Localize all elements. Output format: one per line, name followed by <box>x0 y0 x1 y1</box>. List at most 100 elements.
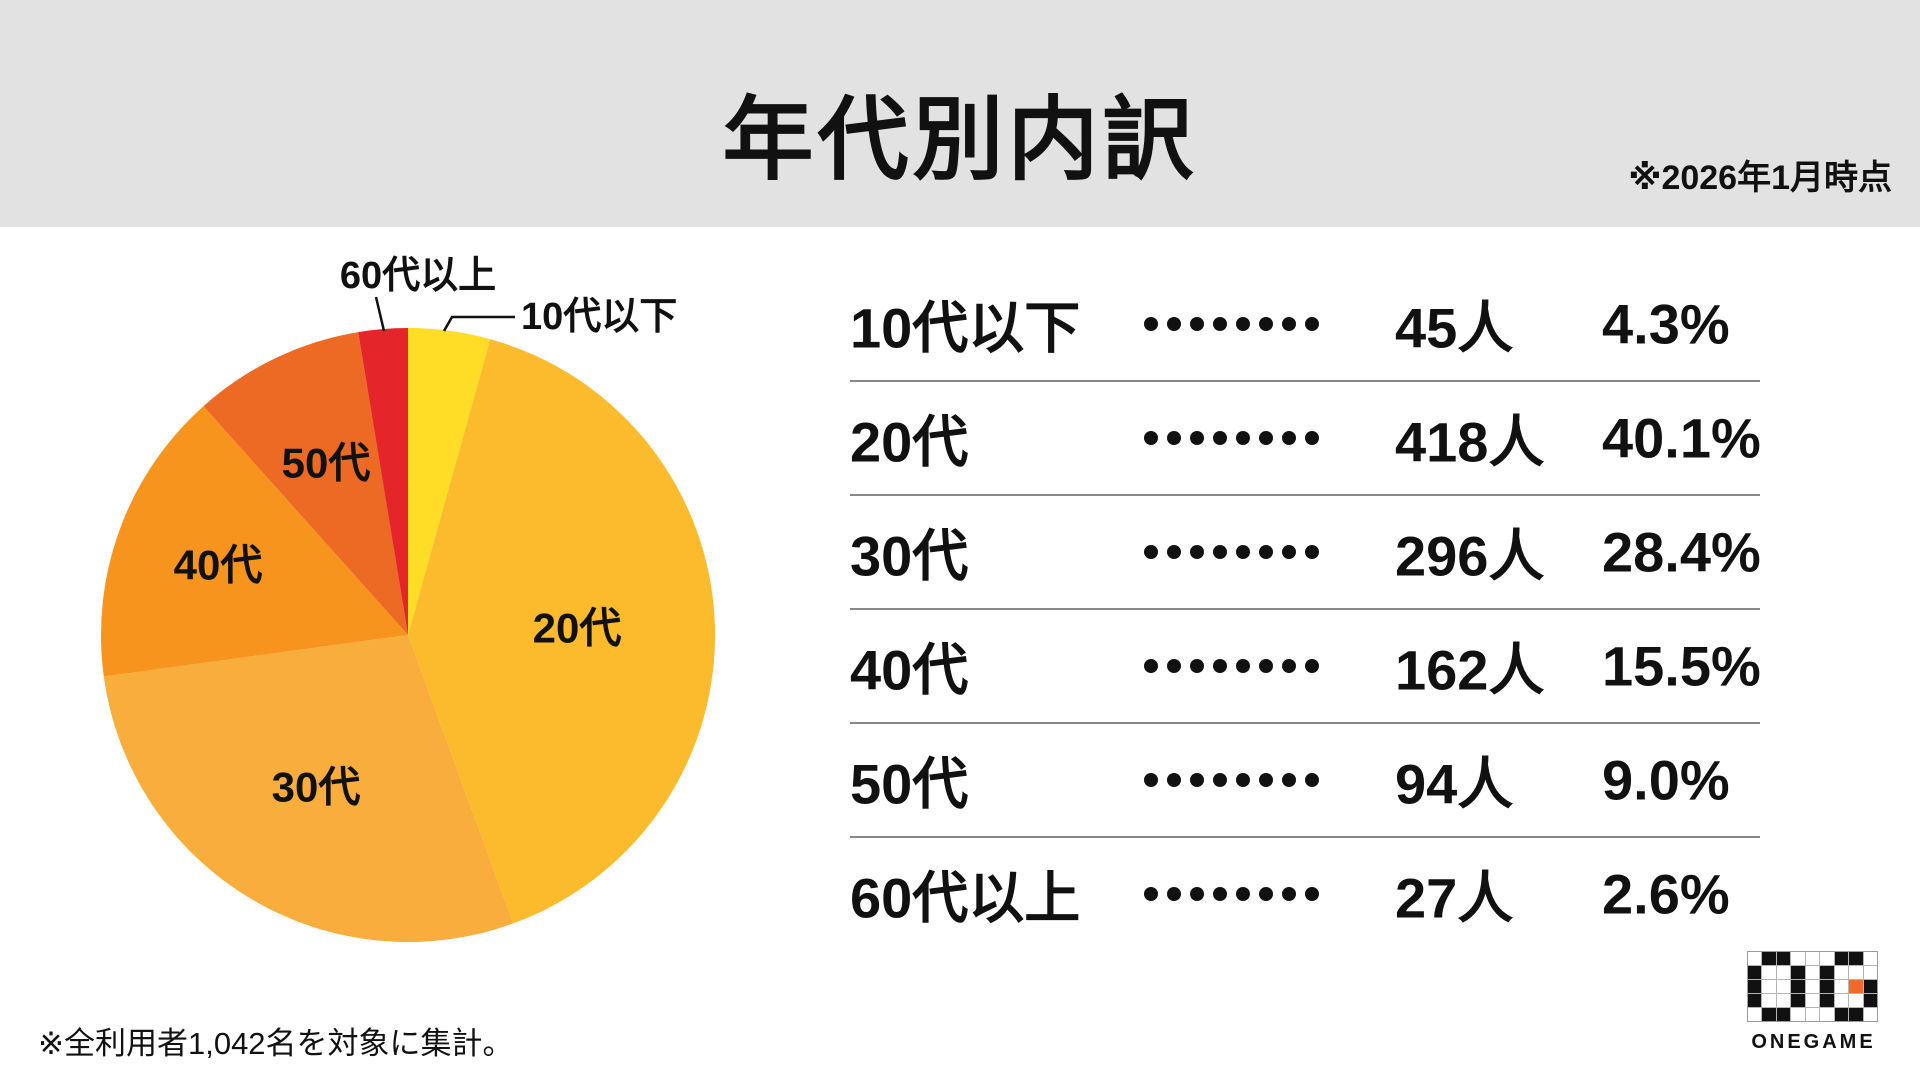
logo-cell <box>1805 980 1820 993</box>
leader-dot <box>1305 317 1319 331</box>
leader-dot <box>1190 659 1204 673</box>
leader-dot <box>1236 773 1250 787</box>
onegame-logo-text: ONEGAME <box>1751 1031 1876 1053</box>
callout-label-under-10s: 10代以下 <box>521 296 677 338</box>
row-percent: 15.5% <box>1602 634 1761 698</box>
row-label: 20代 <box>850 410 969 474</box>
leader-dot <box>1213 545 1227 559</box>
logo-cell <box>1834 980 1849 993</box>
leader-dot <box>1144 773 1158 787</box>
leader-dot <box>1213 887 1227 901</box>
leader-dot <box>1259 773 1273 787</box>
leader-dot <box>1236 431 1250 445</box>
logo-cell <box>1776 952 1791 965</box>
table-row-30代: 30代 296人 28.4% <box>850 496 1761 610</box>
leader-dot <box>1190 773 1204 787</box>
leader-dot <box>1305 659 1319 673</box>
logo-cell <box>1849 980 1863 993</box>
pie-label-40代: 40代 <box>174 542 263 589</box>
logo-cell <box>1748 994 1762 1007</box>
table-row-50代: 50代 94人 9.0% <box>850 724 1760 838</box>
dots-leader <box>1144 545 1319 559</box>
logo-cell <box>1762 952 1776 965</box>
leader-dot <box>1144 887 1158 901</box>
pie-slice-30代 <box>103 635 514 942</box>
leader-dot <box>1236 545 1250 559</box>
leader-dot <box>1190 317 1204 331</box>
leader-dot <box>1282 545 1296 559</box>
leader-dot <box>1259 431 1273 445</box>
pie-slice-10代以下 <box>408 327 491 635</box>
pie-label-20代: 20代 <box>533 605 622 652</box>
leader-dot <box>1259 545 1273 559</box>
logo-cell <box>1776 994 1791 1007</box>
callout-leader-under-10s <box>442 315 515 332</box>
row-count: 94人 <box>1395 752 1514 816</box>
row-label: 10代以下 <box>850 296 1081 360</box>
logo-cell <box>1834 952 1849 965</box>
logo-cell <box>1748 980 1762 993</box>
leader-dot <box>1144 431 1158 445</box>
logo-cell <box>1791 994 1805 1007</box>
logo-cell <box>1820 966 1834 979</box>
logo-cell <box>1863 952 1877 965</box>
row-count: 45人 <box>1395 296 1514 360</box>
row-percent: 2.6% <box>1602 862 1730 926</box>
leader-dot <box>1236 659 1250 673</box>
logo-cell <box>1863 980 1877 993</box>
logo-cell <box>1849 966 1863 979</box>
logo-cell <box>1805 1008 1820 1021</box>
leader-dot <box>1305 431 1319 445</box>
logo-cell <box>1820 952 1834 965</box>
leader-dot <box>1236 317 1250 331</box>
logo-cell <box>1820 980 1834 993</box>
logo-cell <box>1863 966 1877 979</box>
row-percent: 9.0% <box>1602 748 1730 812</box>
callout-label-60s-plus: 60代以上 <box>340 255 496 297</box>
logo-cell <box>1762 966 1776 979</box>
leader-dot <box>1305 545 1319 559</box>
row-count: 296人 <box>1395 524 1545 588</box>
logo-cell <box>1849 1008 1863 1021</box>
leader-dot <box>1282 659 1296 673</box>
leader-dot <box>1213 431 1227 445</box>
logo-cell <box>1776 1008 1791 1021</box>
logo-cell <box>1834 994 1849 1007</box>
leader-dot <box>1259 317 1273 331</box>
row-count: 27人 <box>1395 866 1514 930</box>
row-percent: 28.4% <box>1602 520 1761 584</box>
logo-cell <box>1791 1008 1805 1021</box>
leader-dot <box>1167 431 1181 445</box>
logo-cell <box>1849 952 1863 965</box>
dots-leader <box>1144 887 1319 901</box>
onegame-logo: ONEGAME <box>1747 951 1880 1054</box>
leader-dot <box>1167 317 1181 331</box>
row-count: 162人 <box>1395 638 1545 702</box>
pie-chart: 20代 30代 40代 50代 60代以上 10代以下 <box>100 255 716 942</box>
logo-cell <box>1748 1008 1762 1021</box>
leader-dot <box>1144 317 1158 331</box>
logo-cell <box>1776 966 1791 979</box>
leader-dot <box>1144 545 1158 559</box>
logo-cell <box>1834 1008 1849 1021</box>
row-percent: 4.3% <box>1602 292 1730 356</box>
leader-dot <box>1305 773 1319 787</box>
leader-dot <box>1282 431 1296 445</box>
row-count: 418人 <box>1395 410 1545 474</box>
leader-dot <box>1167 887 1181 901</box>
logo-cell <box>1762 994 1776 1007</box>
pie-slice-60代以上 <box>358 328 408 635</box>
row-percent: 40.1% <box>1602 406 1761 470</box>
leader-dot <box>1167 773 1181 787</box>
leader-dot <box>1259 887 1273 901</box>
leader-dot <box>1282 773 1296 787</box>
age-table: 10代以下 45人 4.3% 20代 418人 40.1% 30代 296人 28.4% 40代 1… <box>850 268 1761 950</box>
logo-cell <box>1762 1008 1776 1021</box>
leader-dot <box>1282 317 1296 331</box>
table-row-20代: 20代 418人 40.1% <box>850 382 1761 496</box>
dots-leader <box>1144 773 1319 787</box>
logo-cell <box>1776 980 1791 993</box>
footer-note: ※全利用者1,042名を対象に集計。 <box>38 1026 514 1061</box>
row-label: 50代 <box>850 752 969 816</box>
